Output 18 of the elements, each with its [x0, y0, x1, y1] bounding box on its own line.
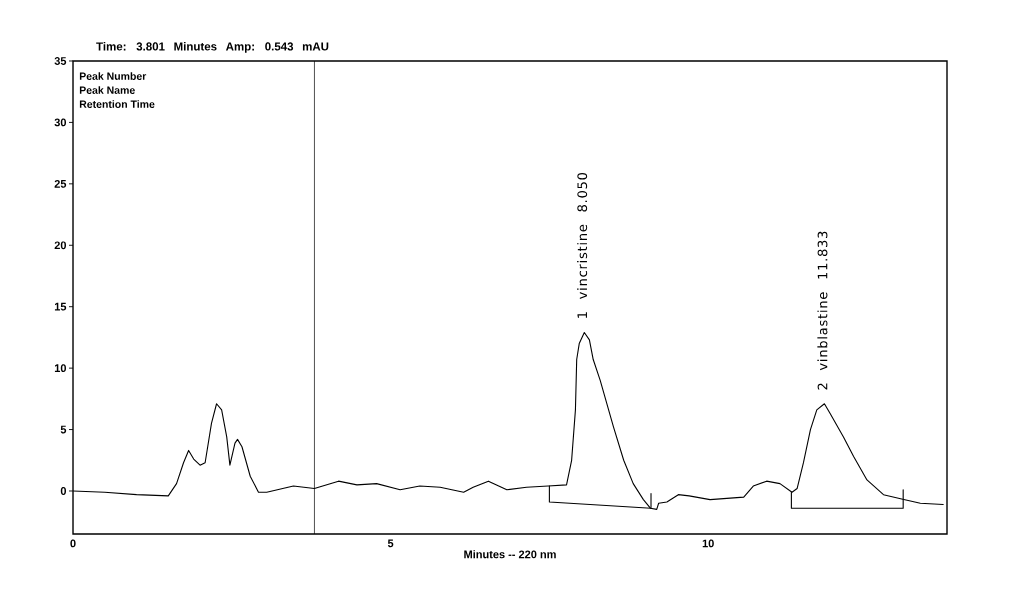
y-tick-label: 20 [54, 241, 67, 250]
y-tick-label: 15 [54, 302, 67, 311]
y-tick-label: 5 [60, 425, 67, 434]
x-axis-title: Minutes -- 220 nm [464, 550, 556, 559]
annotation: Peak Number [79, 72, 147, 80]
x-tick-label: 10 [702, 539, 714, 548]
x-tick-label: 0 [70, 539, 76, 548]
annotation: 1 vincristine 8.050 [577, 173, 588, 318]
y-tick-label: 35 [54, 57, 67, 65]
y-tick-label: 10 [54, 364, 67, 373]
annotation: 2 vinblastine 11.833 [817, 231, 828, 390]
y-tick-label: 25 [54, 179, 67, 188]
y-tick-label: 0 [60, 487, 67, 495]
chart-title: Time: 3.801 Minutes Amp: 0.543 mAU [96, 42, 329, 53]
x-tick-label: 5 [387, 539, 394, 548]
annotation: Peak Name [79, 86, 135, 94]
annotation: Retention Time [79, 100, 155, 108]
y-tick-label: 30 [54, 118, 67, 127]
